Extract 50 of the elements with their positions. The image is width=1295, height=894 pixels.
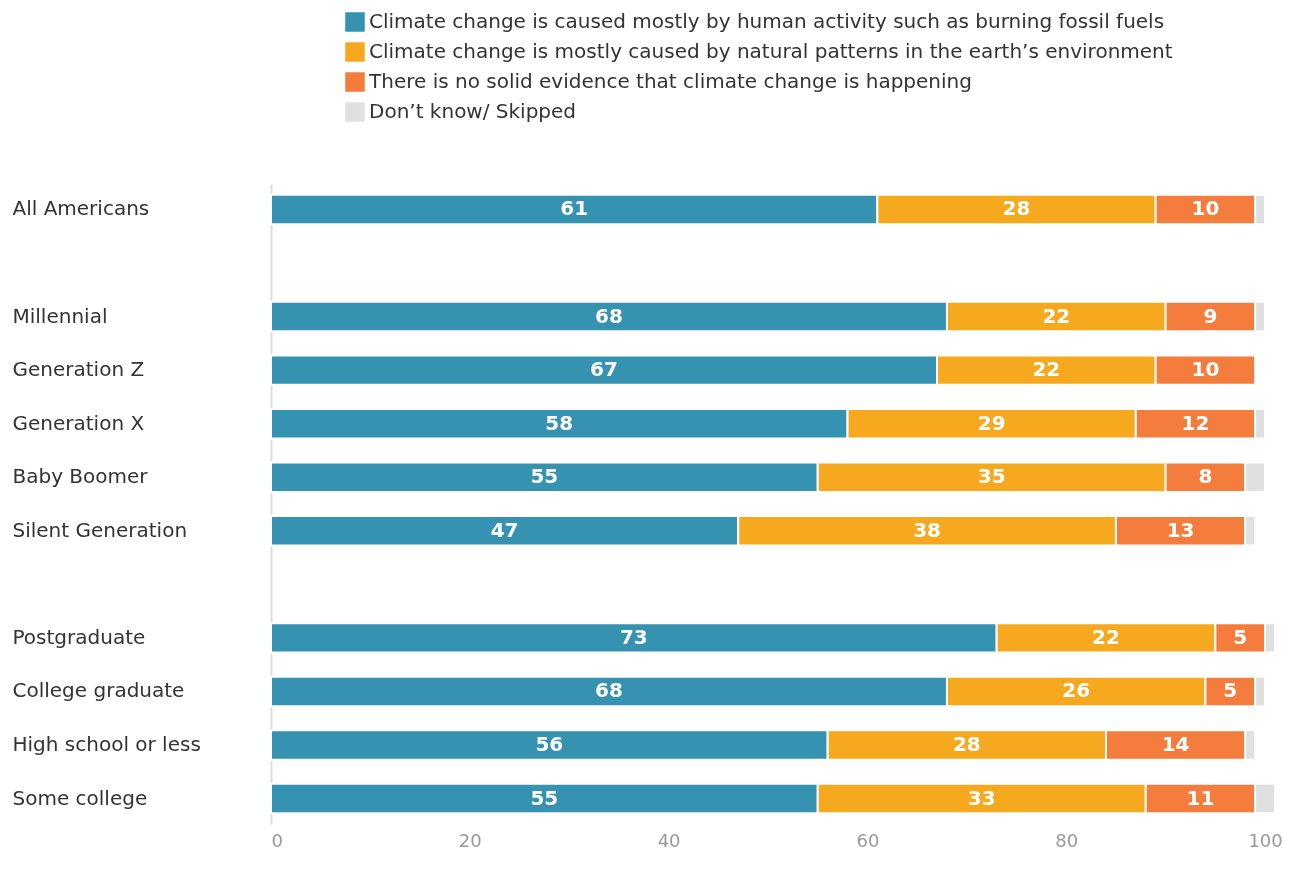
y-tick-label: Millennial bbox=[12, 303, 108, 328]
data-label: 22 bbox=[1032, 357, 1061, 382]
y-tick-label: High school or less bbox=[12, 732, 201, 756]
data-label: 68 bbox=[595, 303, 623, 328]
data-label: 55 bbox=[530, 785, 559, 810]
legend-label: Don’t know/ Skipped bbox=[369, 99, 577, 123]
data-label: 47 bbox=[490, 517, 519, 542]
data-label: 13 bbox=[1166, 517, 1195, 542]
data-label: 73 bbox=[619, 624, 648, 649]
data-label: 11 bbox=[1186, 785, 1215, 810]
data-label: 33 bbox=[967, 785, 996, 810]
data-label: 5 bbox=[1223, 678, 1238, 703]
y-tick-label: Silent Generation bbox=[12, 517, 188, 542]
y-tick-label: College graduate bbox=[12, 678, 185, 703]
data-label: 26 bbox=[1062, 678, 1091, 703]
data-label: 10 bbox=[1191, 196, 1220, 221]
y-tick-label: Generation Z bbox=[12, 357, 145, 382]
data-label: 14 bbox=[1161, 732, 1190, 756]
x-tick-label: 100 bbox=[1248, 829, 1283, 851]
data-label: 5 bbox=[1233, 624, 1248, 649]
y-tick-label: Baby Boomer bbox=[12, 464, 149, 489]
y-tick-label: Generation X bbox=[12, 410, 145, 435]
data-label: 10 bbox=[1191, 357, 1220, 382]
x-tick-label: 20 bbox=[458, 829, 482, 851]
data-label: 35 bbox=[977, 464, 1006, 489]
data-label: 28 bbox=[952, 732, 981, 756]
legend-label: Climate change is caused mostly by human activity such as burning fossil fuels bbox=[369, 9, 1165, 33]
data-label: 68 bbox=[595, 678, 623, 703]
y-tick-label: Postgraduate bbox=[12, 624, 146, 649]
data-label: 67 bbox=[590, 357, 618, 382]
data-label: 56 bbox=[535, 732, 564, 756]
x-tick-label: 60 bbox=[856, 829, 880, 851]
data-label: 58 bbox=[545, 410, 574, 435]
data-label: 9 bbox=[1203, 303, 1218, 328]
legend-label: Climate change is mostly caused by natural patterns in the earth’s environment bbox=[369, 39, 1173, 63]
x-tick-label: 40 bbox=[657, 829, 681, 851]
x-tick-label: 80 bbox=[1055, 829, 1079, 851]
data-label: 61 bbox=[560, 196, 589, 221]
data-label: 55 bbox=[530, 464, 559, 489]
data-label: 8 bbox=[1198, 464, 1213, 489]
data-label: 38 bbox=[913, 517, 941, 542]
y-tick-label: Some college bbox=[12, 785, 148, 810]
x-tick-label: 0 bbox=[271, 829, 283, 851]
legend-label: There is no solid evidence that climate change is happening bbox=[368, 69, 972, 93]
data-label: 22 bbox=[1092, 624, 1120, 649]
y-tick-label: All Americans bbox=[12, 196, 150, 221]
data-label: 22 bbox=[1042, 303, 1071, 328]
data-label: 29 bbox=[977, 410, 1006, 435]
data-label: 12 bbox=[1181, 410, 1210, 435]
data-label: 28 bbox=[1002, 196, 1031, 221]
